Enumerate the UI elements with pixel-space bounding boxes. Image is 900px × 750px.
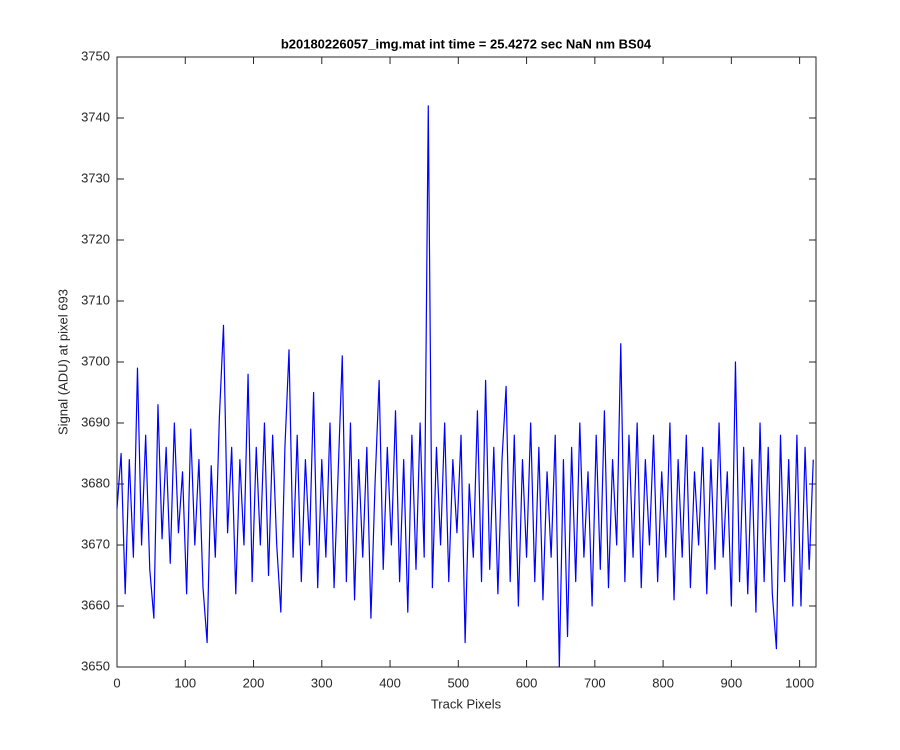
x-tick-label: 1000 — [785, 675, 814, 690]
y-tick-label: 3740 — [81, 109, 110, 124]
y-tick-label: 3680 — [81, 475, 110, 490]
axes-box — [116, 56, 817, 668]
chart-title: b20180226057_img.mat int time = 25.4272 … — [281, 36, 652, 51]
y-tick-label: 3750 — [81, 48, 110, 63]
y-tick-label: 3730 — [81, 170, 110, 185]
y-tick-label: 3650 — [81, 658, 110, 673]
y-tick-label: 3710 — [81, 292, 110, 307]
y-tick-label: 3660 — [81, 597, 110, 612]
x-tick-label: 800 — [652, 675, 674, 690]
x-tick-label: 500 — [447, 675, 469, 690]
x-tick-label: 100 — [174, 675, 196, 690]
y-tick-label: 3670 — [81, 536, 110, 551]
y-tick-label: 3720 — [81, 231, 110, 246]
x-tick-label: 0 — [113, 675, 120, 690]
x-tick-label: 700 — [584, 675, 606, 690]
data-line — [116, 105, 814, 668]
y-axis-label: Signal (ADU) at pixel 693 — [55, 289, 70, 435]
y-tick-label: 3690 — [81, 414, 110, 429]
x-tick-label: 200 — [243, 675, 265, 690]
x-tick-label: 600 — [516, 675, 538, 690]
x-axis-label: Track Pixels — [431, 696, 502, 711]
x-tick-label: 900 — [721, 675, 743, 690]
x-tick-label: 300 — [311, 675, 333, 690]
x-tick-label: 400 — [379, 675, 401, 690]
y-tick-label: 3700 — [81, 353, 110, 368]
